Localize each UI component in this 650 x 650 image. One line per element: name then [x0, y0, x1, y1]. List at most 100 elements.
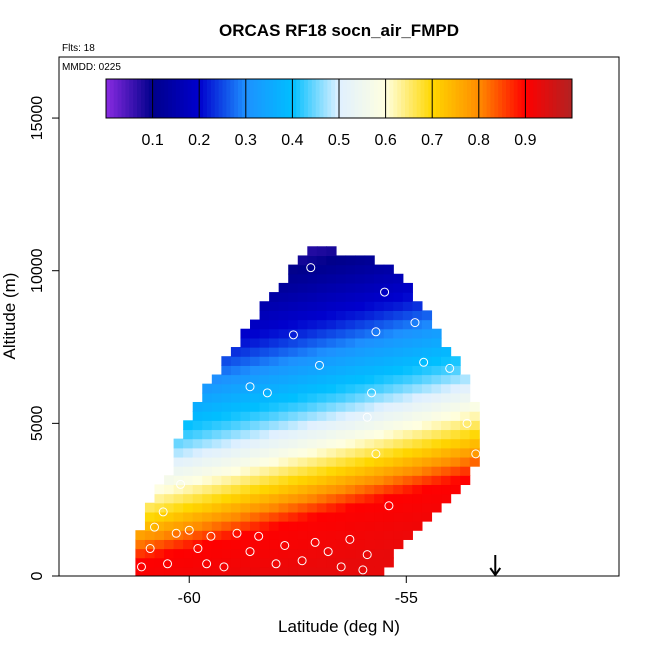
- colorbar-swatch: [439, 79, 445, 118]
- heatmap-cell: [431, 328, 442, 339]
- heatmap-cell: [374, 539, 385, 550]
- heatmap-cell: [383, 484, 394, 495]
- heatmap-cell: [364, 548, 375, 559]
- heatmap-cell: [288, 539, 299, 550]
- heatmap-cell: [355, 356, 366, 366]
- heatmap-cell: [269, 420, 280, 431]
- heatmap-cell: [335, 255, 347, 266]
- heatmap-cell: [374, 475, 385, 486]
- heatmap-cell: [278, 456, 289, 467]
- heatmap-cell: [316, 264, 328, 275]
- observation-point: [310, 537, 320, 547]
- heatmap-cell: [364, 530, 375, 540]
- heatmap-cell: [278, 502, 289, 513]
- heatmap-cell: [297, 530, 308, 540]
- heatmap-cell: [364, 401, 375, 412]
- heatmap-cell: [383, 456, 394, 467]
- heatmap-cell: [202, 484, 213, 495]
- heatmap-cell: [326, 530, 337, 540]
- heatmap-cell: [202, 493, 213, 504]
- heatmap-cell: [259, 365, 270, 376]
- heatmap-cell: [240, 521, 251, 531]
- heatmap-cell: [421, 356, 433, 366]
- heatmap-cell: [259, 511, 270, 522]
- heatmap-cell: [450, 401, 461, 412]
- heatmap-cell: [316, 475, 328, 486]
- colorbar-swatch: [405, 79, 410, 118]
- heatmap-cell: [183, 429, 194, 440]
- heatmap-cell: [326, 401, 337, 412]
- heatmap-cell: [345, 502, 356, 513]
- heatmap-cell: [192, 420, 203, 431]
- heatmap-cell: [278, 511, 289, 522]
- heatmap-cell: [230, 530, 242, 540]
- heatmap-cell: [278, 466, 289, 476]
- heatmap-cell: [269, 530, 280, 540]
- colorbar-tick-label: 0.5: [328, 132, 350, 149]
- heatmap-cell: [144, 530, 156, 540]
- heatmap-cell: [221, 374, 232, 385]
- heatmap-cell: [374, 420, 385, 431]
- heatmap-cell: [278, 539, 289, 550]
- colorbar-swatch: [195, 79, 200, 118]
- heatmap-cell: [402, 383, 413, 394]
- colorbar-swatch: [443, 79, 449, 118]
- heatmap-cell: [230, 502, 242, 513]
- colorbar-swatch: [253, 79, 258, 118]
- heatmap-cell: [364, 493, 375, 504]
- heatmap-cell: [326, 456, 337, 467]
- heatmap-cell: [259, 420, 270, 431]
- heatmap-cell: [393, 401, 404, 412]
- heatmap-cell: [278, 420, 289, 431]
- heatmap-cell: [269, 374, 280, 385]
- heatmap-cell: [164, 557, 175, 568]
- heatmap-cell: [288, 493, 299, 504]
- heatmap-cell: [316, 401, 328, 412]
- heatmap-cell: [230, 475, 242, 486]
- heatmap-cell: [450, 420, 461, 431]
- heatmap-cell: [192, 530, 203, 540]
- heatmap-cell: [421, 337, 433, 348]
- heatmap-cell: [402, 301, 413, 311]
- observation-point: [336, 562, 346, 572]
- heatmap-cell: [316, 356, 328, 366]
- colorbar-swatch: [350, 79, 356, 118]
- heatmap-cell: [469, 411, 480, 421]
- heatmap-cell: [441, 401, 452, 412]
- heatmap-cell: [230, 521, 242, 531]
- heatmap-cell: [288, 530, 299, 540]
- heatmap-cell: [144, 511, 156, 522]
- heatmap-cell: [431, 356, 442, 366]
- heatmap-cell: [374, 502, 385, 513]
- heatmap-cell: [469, 438, 480, 449]
- heatmap-cell: [364, 365, 375, 376]
- heatmap-cell: [183, 475, 194, 486]
- colorbar-swatch: [354, 79, 359, 118]
- heatmap-cell: [259, 566, 270, 576]
- heatmap-cell: [211, 493, 222, 504]
- heatmap-cell: [230, 557, 242, 568]
- heatmap-cell: [402, 282, 413, 293]
- heatmap-cell: [297, 401, 308, 412]
- heatmap-cell: [326, 264, 337, 275]
- heatmap-cell: [383, 365, 394, 376]
- heatmap-cell: [326, 365, 337, 376]
- heatmap-cell: [288, 264, 299, 275]
- colorbar-swatch: [362, 79, 367, 118]
- heatmap-cell: [211, 447, 222, 458]
- heatmap-cell: [307, 539, 318, 550]
- heatmap-cell: [269, 337, 280, 348]
- heatmap-cell: [307, 365, 318, 376]
- colorbar-swatch: [269, 79, 274, 118]
- heatmap-cell: [297, 429, 308, 440]
- heatmap-cell: [269, 475, 280, 486]
- observation-point: [219, 339, 229, 349]
- heatmap-cell: [326, 282, 337, 293]
- heatmap-cell: [441, 356, 452, 366]
- colorbar-strip: [106, 79, 573, 118]
- colorbar-swatch: [238, 79, 243, 118]
- heatmap-cell: [230, 539, 242, 550]
- heatmap-cell: [393, 447, 404, 458]
- heatmap-cell: [383, 511, 394, 522]
- heatmap-cell: [355, 328, 366, 339]
